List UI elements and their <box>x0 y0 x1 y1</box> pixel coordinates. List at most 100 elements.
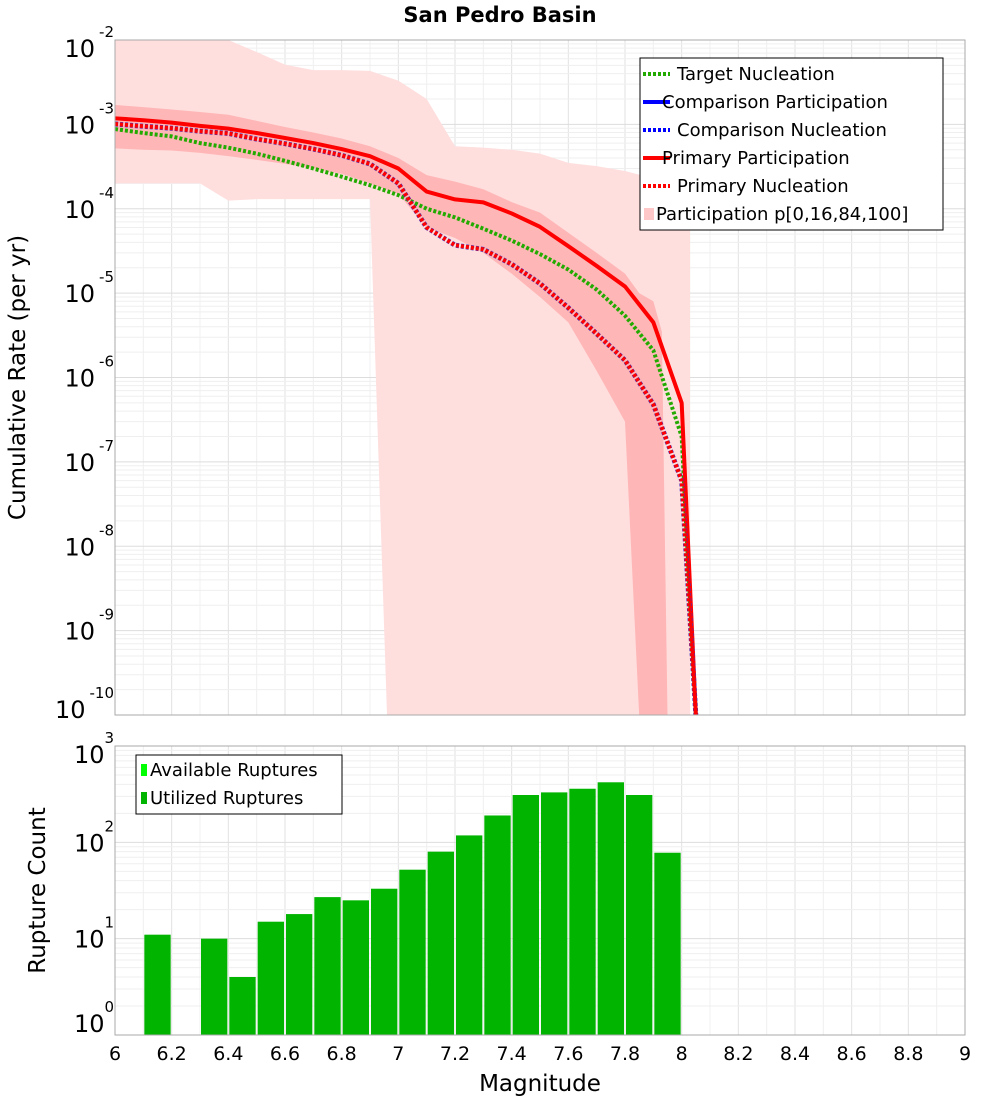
x-tick-label: 7 <box>392 1043 404 1065</box>
rate-y-tick-exponent: -2 <box>99 23 114 41</box>
x-axis-label: Magnitude <box>479 1071 601 1097</box>
count-y-tick: 010 <box>74 998 114 1038</box>
rate-y-tick-base: 10 <box>64 449 95 477</box>
rupture-bar <box>399 869 426 1035</box>
rupture-bar <box>512 794 539 1035</box>
rate-y-tick: -910 <box>64 606 114 646</box>
legend-label-available-ruptures: Available Ruptures <box>150 760 318 781</box>
count-y-tick-exponent: 1 <box>104 914 114 932</box>
rate-y-tick: -810 <box>64 521 114 561</box>
legend-label-target-nucleation: Target Nucleation <box>676 64 835 85</box>
count-y-axis-label: Rupture Count <box>25 807 51 973</box>
count-y-tick: 210 <box>74 817 114 857</box>
rate-y-tick-exponent: -7 <box>99 437 114 455</box>
count-y-tick-exponent: 0 <box>104 998 114 1016</box>
x-tick-label: 7.8 <box>610 1043 640 1065</box>
count-y-tick-base: 10 <box>74 829 105 857</box>
count-plot-frame <box>114 745 966 1036</box>
rate-y-tick-base: 10 <box>64 618 95 646</box>
rate-y-tick-base: 10 <box>55 696 86 724</box>
rate-y-tick-exponent: -8 <box>99 521 114 539</box>
rupture-bar <box>484 815 511 1035</box>
rupture-bar <box>342 900 369 1035</box>
rupture-bar <box>597 782 624 1035</box>
rupture-bar <box>569 788 596 1035</box>
x-tick-label: 7.2 <box>440 1043 470 1065</box>
rupture-bar <box>257 921 284 1035</box>
count-legend: Available Ruptures Utilized Ruptures <box>135 754 343 815</box>
rate-y-tick-exponent: -6 <box>99 353 114 371</box>
count-legend-box <box>135 754 343 815</box>
legend-label-primary-participation: Primary Participation <box>662 148 850 169</box>
band-p0-p100 <box>115 40 691 715</box>
rate-y-tick-base: 10 <box>64 35 95 63</box>
rupture-bar <box>201 938 228 1035</box>
rate-y-tick-base: 10 <box>64 196 95 224</box>
rate-y-tick: -310 <box>64 99 114 139</box>
x-tick-label: 7.6 <box>553 1043 583 1065</box>
rupture-bar <box>229 977 256 1035</box>
rupture-bar <box>541 792 568 1035</box>
rupture-bar <box>286 914 313 1035</box>
rate-y-tick-exponent: -4 <box>99 184 114 202</box>
rate-y-tick-exponent: -10 <box>90 684 115 702</box>
rate-legend: Target Nucleation Comparison Participatio… <box>639 57 944 231</box>
rupture-bar <box>144 934 171 1035</box>
rupture-bar <box>427 851 454 1035</box>
x-tick-label: 6.4 <box>213 1043 243 1065</box>
band-p16-p84 <box>115 104 668 716</box>
rate-y-tick-base: 10 <box>64 533 95 561</box>
count-y-tick: 110 <box>74 914 114 954</box>
rate-y-tick-base: 10 <box>64 280 95 308</box>
legend-label-primary-nucleation: Primary Nucleation <box>677 176 849 197</box>
legend-label-comparison-nucleation: Comparison Nucleation <box>677 120 887 141</box>
count-x-ticks: 6 6.2 6.4 6.6 6.8 7 7.2 7.4 7.6 7.8 8 8.2 8.4 8.6 8.8 9 <box>109 1043 971 1065</box>
rupture-bar <box>654 852 681 1035</box>
count-y-tick-base: 10 <box>74 926 105 954</box>
x-tick-label: 8 <box>676 1043 688 1065</box>
x-tick-label: 8.4 <box>780 1043 810 1065</box>
rate-legend-box <box>639 57 944 231</box>
rate-y-tick: -610 <box>64 353 114 393</box>
rupture-bar <box>314 897 341 1035</box>
x-tick-label: 8.6 <box>837 1043 867 1065</box>
legend-swatch-utilized-ruptures <box>141 792 147 804</box>
percentile-bands <box>115 40 691 716</box>
rupture-bar <box>626 794 653 1035</box>
rate-curves <box>114 116 699 716</box>
legend-label-participation-p-0-16-84-100: Participation p[0,16,84,100] <box>656 204 908 225</box>
x-tick-label: 7.4 <box>497 1043 527 1065</box>
primary-participation-line <box>114 116 698 716</box>
chart-title: San Pedro Basin <box>403 3 596 27</box>
count-y-tick-exponent: 2 <box>104 817 114 835</box>
rate-y-tick-exponent: -9 <box>99 606 114 624</box>
x-tick-label: 6.2 <box>157 1043 187 1065</box>
x-tick-label: 8.8 <box>893 1043 923 1065</box>
x-tick-label: 6.6 <box>270 1043 300 1065</box>
count-y-tick-base: 10 <box>74 741 105 769</box>
x-tick-label: 6.8 <box>327 1043 357 1065</box>
legend-label-utilized-ruptures: Utilized Ruptures <box>150 788 303 809</box>
count-y-tick-exponent: 3 <box>104 729 114 747</box>
x-tick-label: 6 <box>109 1043 121 1065</box>
rate-y-tick: -510 <box>64 268 114 308</box>
legend-label-comparison-participation: Comparison Participation <box>662 92 888 113</box>
rate-y-tick-base: 10 <box>64 365 95 393</box>
count-y-tick-base: 10 <box>74 1010 105 1038</box>
rate-y-tick-exponent: -3 <box>99 99 114 117</box>
rupture-bar <box>456 835 483 1035</box>
count-bars <box>144 782 681 1035</box>
rate-y-tick: -210 <box>64 23 114 63</box>
x-tick-label: 8.2 <box>723 1043 753 1065</box>
rate-y-tick-base: 10 <box>64 111 95 139</box>
rupture-bar <box>371 888 398 1035</box>
rate-y-tick-exponent: -5 <box>99 268 114 286</box>
x-tick-label: 9 <box>959 1043 971 1065</box>
rate-plot-frame <box>114 39 966 716</box>
